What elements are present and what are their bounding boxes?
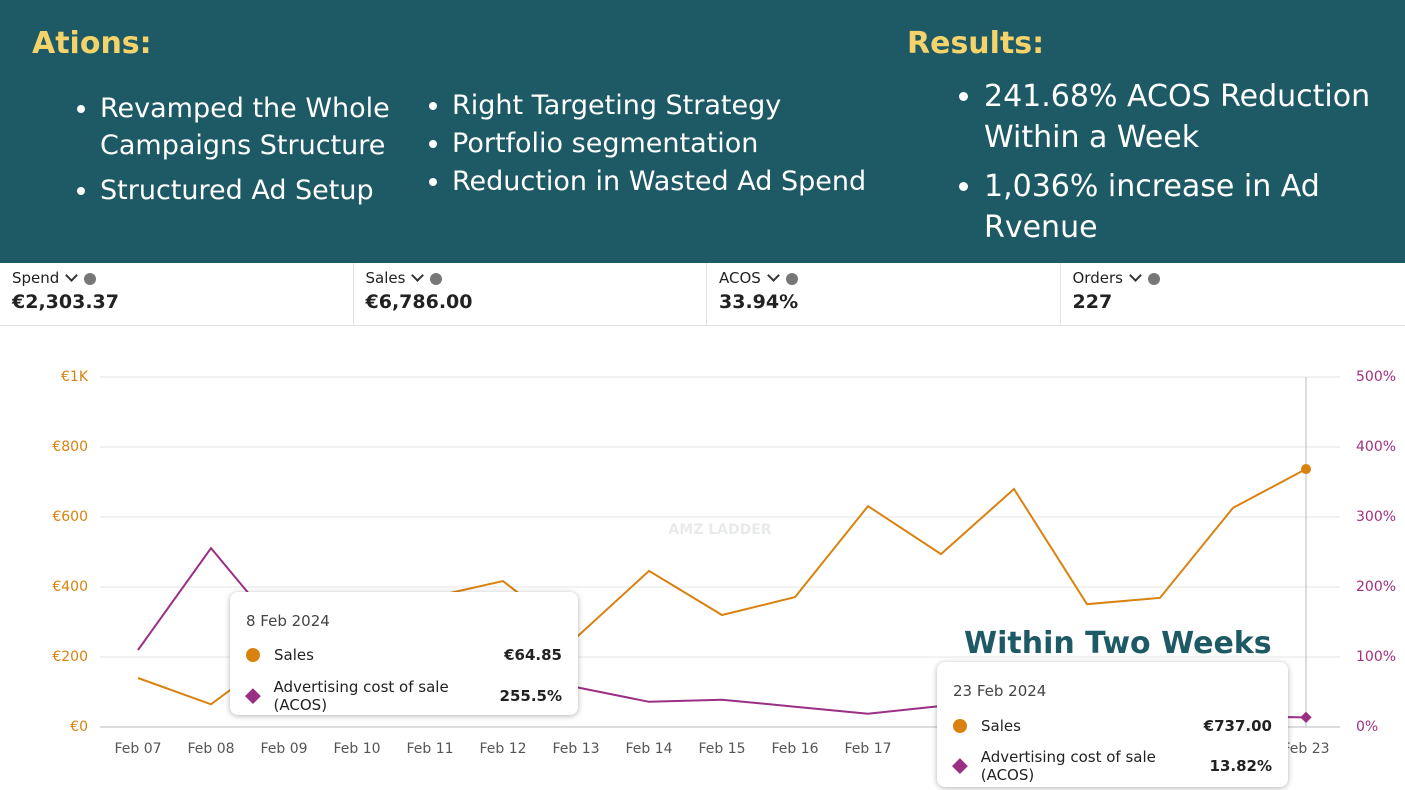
x-tick-label: Feb 07: [114, 741, 161, 757]
metric-label-row: ACOS: [719, 269, 1048, 287]
tooltip: 23 Feb 2024 Sales €737.00 Advertising cos…: [937, 662, 1288, 787]
y-tick-label: €800: [52, 439, 88, 455]
x-tick-label: Feb 13: [552, 741, 599, 757]
x-tick-label: Feb 14: [625, 741, 672, 757]
metric-value: 227: [1072, 291, 1113, 313]
tooltip-row: Advertising cost of sale (ACOS) 255.5%: [244, 678, 562, 714]
tooltip-value: 13.82%: [1209, 757, 1272, 775]
watermark: AMZ LADDER: [668, 522, 771, 538]
actions-list: Right Targeting Strategy Portfolio segme…: [428, 91, 912, 205]
y-tick-label: €0: [70, 719, 88, 735]
metric-label: Sales: [365, 269, 406, 287]
swatch: [244, 688, 261, 704]
metric-label: Spend: [12, 269, 60, 287]
hover-marker: [1300, 711, 1312, 723]
hover-marker: [1301, 464, 1311, 475]
metric: ACOS 33.94%: [707, 263, 1061, 325]
x-tick-label: Feb 17: [844, 741, 891, 757]
info-icon: [1147, 272, 1160, 285]
swatch: [953, 719, 967, 733]
action-item: Right Targeting Strategy: [452, 91, 912, 121]
result-item: 1,036% increase in Ad Rvenue: [984, 166, 1404, 248]
y-tick-label: €600: [52, 509, 88, 525]
tooltip-date: 23 Feb 2024: [953, 682, 1047, 700]
y2-tick-label: 500%: [1356, 369, 1396, 385]
x-tick-label: Feb 11: [406, 741, 453, 757]
metrics: Spend €2,303.37 Sales €6,786.00 ACOS 33.94% Or…: [0, 263, 1405, 326]
tooltip-value: €64.85: [504, 646, 562, 664]
action-item: Structured Ad Setup: [100, 172, 430, 209]
x-tick-label: Feb 08: [187, 741, 234, 757]
tooltip-date: 8 Feb 2024: [246, 612, 330, 630]
y2-tick-label: 400%: [1356, 439, 1396, 455]
info-icon: [785, 272, 798, 285]
metric: Spend €2,303.37: [0, 263, 354, 325]
swatch: [246, 648, 260, 662]
tooltip-label: Sales: [274, 646, 314, 664]
y2-tick-label: 300%: [1356, 509, 1396, 525]
tooltip-row: Sales €64.85: [246, 646, 562, 664]
swatch: [952, 758, 968, 774]
metric-value: €2,303.37: [12, 291, 119, 313]
actions-list: Revamped the Whole Campaigns Structure S…: [76, 90, 430, 217]
tooltip-row: Advertising cost of sale (ACOS) 13.82%: [952, 748, 1272, 784]
metric-label-row: Sales: [366, 269, 695, 287]
action-item: Portfolio segmentation: [452, 129, 912, 159]
metric-label: Orders: [1072, 269, 1123, 287]
metric-value: 33.94%: [719, 291, 799, 313]
tooltip-value: €737.00: [1203, 717, 1272, 735]
metric-label-row: Orders: [1073, 269, 1402, 287]
metric-label: ACOS: [719, 269, 761, 287]
tooltip-row: Sales €737.00: [953, 717, 1272, 735]
x-tick-label: Feb 23: [1282, 741, 1329, 757]
metric-value: €6,786.00: [365, 291, 473, 313]
x-tick-label: Feb 09: [260, 741, 307, 757]
y2-tick-label: 100%: [1356, 649, 1396, 665]
tooltip-label: Sales: [981, 717, 1021, 735]
x-tick-label: Feb 15: [698, 741, 745, 757]
tooltip-label: Advertising cost of sale (ACOS): [273, 678, 449, 714]
header: Ations: Revamped the Whole Campaigns Str…: [0, 0, 1405, 263]
x-tick-label: Feb 10: [333, 741, 380, 757]
metric: Sales €6,786.00: [354, 263, 707, 325]
y-tick-label: €200: [52, 649, 88, 665]
y-tick-label: €1K: [61, 369, 89, 385]
y2-tick-label: 200%: [1356, 579, 1396, 595]
info-icon: [430, 272, 443, 285]
action-item: Reduction in Wasted Ad Spend: [452, 167, 912, 197]
results-list: 241.68% ACOS Reduction Within a Week 1,0…: [960, 76, 1404, 256]
tooltip-label: Advertising cost of sale (ACOS): [980, 748, 1156, 784]
action-item: Revamped the Whole Campaigns Structure: [100, 90, 430, 164]
metric-label-row: Spend: [12, 269, 341, 287]
result-item: 241.68% ACOS Reduction Within a Week: [984, 76, 1404, 158]
info-icon: [84, 272, 97, 285]
x-tick-label: Feb 12: [479, 741, 526, 757]
tooltip-value: 255.5%: [499, 687, 562, 705]
metric: Orders 227: [1061, 263, 1405, 325]
annotation: Within Two Weeks: [964, 626, 1272, 661]
y2-tick-label: 0%: [1356, 719, 1378, 735]
y-tick-label: €400: [52, 579, 88, 595]
tooltip: 8 Feb 2024 Sales €64.85 Advertising cost …: [230, 592, 578, 715]
results-title: Results:: [907, 26, 1045, 61]
x-tick-label: Feb 16: [771, 741, 818, 757]
actions-title: Ations:: [32, 26, 152, 61]
